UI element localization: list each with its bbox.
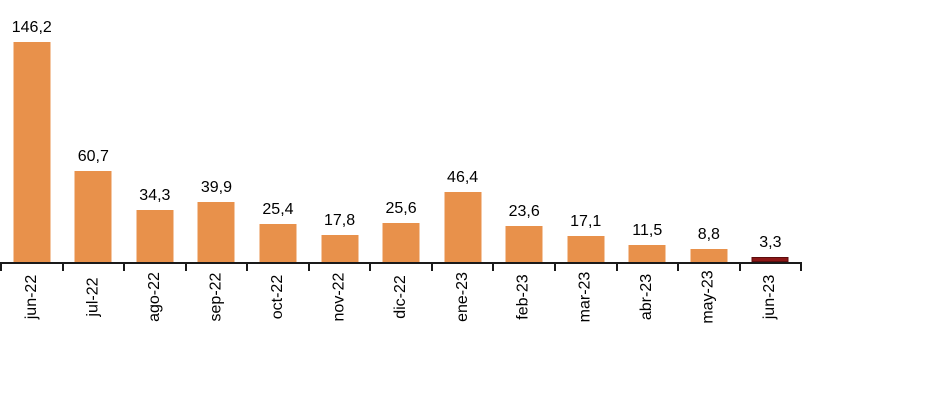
plot-area: 146,2 60,7 34,3 39,9 25,4 17,8 25,6 46,4 23,6 17,… [1,0,802,262]
bar-column: 39,9 [186,0,248,262]
x-axis-label-cell: ene-23 [432,267,494,327]
bar [505,226,543,262]
x-axis-label-cell: dic-22 [370,267,432,327]
bar-value-label: 146,2 [11,19,52,36]
x-axis-label: abr-23 [638,273,656,321]
x-axis-tick [308,262,310,271]
x-axis-label: mar-23 [576,271,594,323]
bar-value-label: 23,6 [508,203,540,220]
x-axis-label: sep-22 [207,272,225,322]
x-axis-label: jun-23 [761,274,779,320]
x-axis-label: ago-22 [145,272,163,322]
x-axis-tick [0,262,2,271]
bar-column: 25,4 [247,0,309,262]
bar [259,224,297,262]
x-axis-label: may-23 [699,270,717,324]
bar [74,171,112,262]
bar-column: 46,4 [432,0,494,262]
x-axis-label-cell: jun-22 [1,267,63,327]
bar-value-label: 17,8 [323,212,356,229]
x-axis-label-cell: may-23 [678,267,740,327]
x-axis-label: dic-22 [392,275,410,319]
bar-value-label: 17,1 [570,213,602,230]
x-axis-label-cell: abr-23 [617,267,679,327]
bar-column: 3,3 [740,0,802,262]
bar [197,202,235,262]
x-axis-label-cell: feb-23 [493,267,555,327]
x-axis-tick [369,262,371,271]
bar [628,245,666,262]
bar [382,223,420,262]
x-axis-tick [554,262,556,271]
x-axis-label-cell: sep-22 [186,267,248,327]
x-axis-tick [246,262,248,271]
bar [567,236,605,262]
x-axis-label-cell: jun-23 [740,267,802,327]
bar-column: 11,5 [617,0,679,262]
bar [751,257,789,262]
x-axis-tick [62,262,64,271]
x-axis-label-cell: jul-22 [63,267,125,327]
bar-column: 146,2 [1,0,63,262]
bar-value-label: 25,4 [262,201,294,218]
x-axis-label: jun-22 [22,274,40,320]
x-axis-label-cell: mar-23 [555,267,617,327]
bar-value-label: 60,7 [77,148,109,165]
x-axis-tick [492,262,494,271]
bar-column: 8,8 [678,0,740,262]
x-axis-label-cell: oct-22 [247,267,309,327]
x-axis-tick [185,262,187,271]
x-axis-label-cell: ago-22 [124,267,186,327]
bar [444,192,482,262]
x-axis-label: oct-22 [268,274,286,320]
x-axis-label: jul-22 [84,277,102,317]
bar [13,42,51,262]
x-axis-label: nov-22 [330,272,348,322]
bar-value-label: 34,3 [139,187,171,204]
bar [321,235,359,262]
x-axis-tick [677,262,679,271]
x-axis-tick [123,262,125,271]
x-axis-label-cell: nov-22 [309,267,371,327]
x-axis-tick [739,262,741,271]
x-axis-label: feb-23 [515,274,533,320]
bar-value-label: 39,9 [200,179,232,196]
bar-column: 34,3 [124,0,186,262]
x-axis-tick [431,262,433,271]
bar-value-label: 3,3 [759,234,782,251]
bar-value-label: 46,4 [447,169,479,186]
bar-value-label: 25,6 [385,200,417,217]
bar-column: 25,6 [370,0,432,262]
bar-column: 17,1 [555,0,617,262]
x-axis-line [0,262,802,264]
x-axis-label: ene-23 [453,272,471,322]
bar-column: 23,6 [493,0,555,262]
bar [136,210,174,262]
bar-column: 60,7 [63,0,125,262]
bar [690,249,728,262]
bar-value-label: 11,5 [632,222,663,239]
x-axis-tick [800,262,802,271]
bar-column: 17,8 [309,0,371,262]
bar-value-label: 8,8 [697,226,720,243]
x-axis-tick [616,262,618,271]
